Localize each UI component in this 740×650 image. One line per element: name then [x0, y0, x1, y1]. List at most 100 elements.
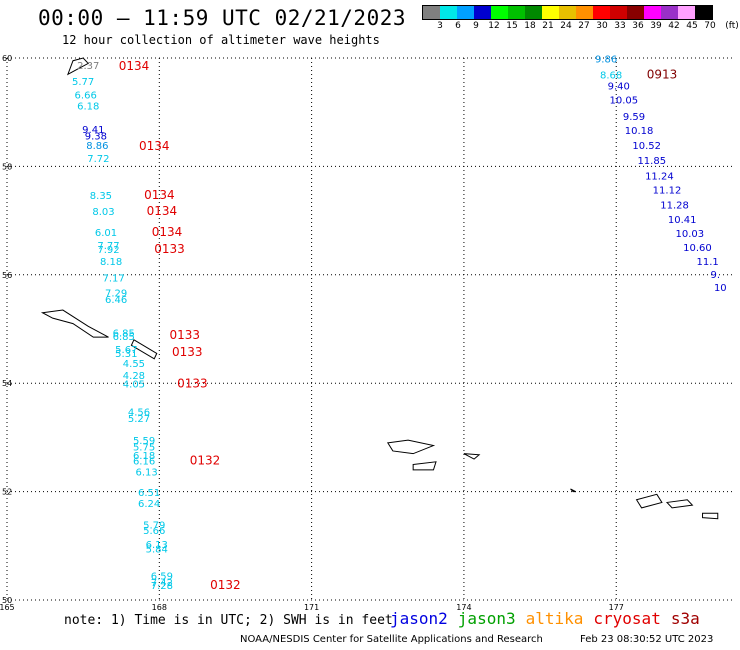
- wave-height-label: 9.59: [623, 112, 645, 123]
- island-outline: [386, 439, 436, 455]
- wave-height-label: 6.85: [113, 332, 135, 343]
- wave-height-label: 8.86: [86, 141, 108, 152]
- legend-label: 36: [632, 21, 644, 31]
- time-label: 0134: [152, 225, 183, 239]
- wave-height-label: 10.18: [625, 126, 654, 137]
- wave-height-label: 5.31: [115, 349, 137, 360]
- legend-label: 27: [578, 21, 590, 31]
- island-outline: [702, 512, 719, 520]
- credit-text: NOAA/NESDIS Center for Satellite Applica…: [240, 634, 543, 645]
- wave-height-label: 7.72: [87, 154, 109, 165]
- island-outline: [130, 339, 158, 360]
- island-outline: [635, 493, 663, 509]
- legend-label: 30: [596, 21, 608, 31]
- wave-height-label: 10.05: [610, 96, 639, 107]
- page-subtitle: 12 hour collection of altimeter wave hei…: [62, 33, 380, 47]
- wave-height-label: 8.68: [600, 71, 622, 82]
- legend-label: 45: [686, 21, 698, 31]
- wave-height-label: 5.59: [133, 436, 155, 447]
- legend-swatch: [610, 6, 627, 19]
- wave-height-label: 8.18: [100, 257, 122, 268]
- satellite-legend: jason2 jason3 altika cryosat s3a: [390, 609, 710, 628]
- wave-height-label: 11.12: [653, 186, 682, 197]
- time-label: 0134: [119, 59, 150, 73]
- legend-label: 21: [542, 21, 554, 31]
- legend-swatch: [695, 6, 712, 19]
- wave-height-label: 6.13: [135, 467, 157, 478]
- wave-height-label: 10.60: [683, 243, 712, 254]
- wave-height-label: 5.77: [72, 77, 94, 88]
- time-label: 0132: [190, 454, 221, 468]
- wave-height-label: 6.51: [138, 488, 160, 499]
- lat-tick-label: 56: [2, 271, 12, 280]
- legend-label: 3: [437, 21, 443, 31]
- legend-unit: (ft): [725, 21, 739, 31]
- wave-height-label: 7.17: [102, 273, 124, 284]
- lat-tick-label: 54: [2, 379, 12, 388]
- legend-label: 70: [704, 21, 716, 31]
- wave-height-label: 2.37: [77, 61, 99, 72]
- legend-swatch: [559, 6, 576, 19]
- wave-height-label: 9.40: [608, 81, 630, 92]
- legend-label: 15: [506, 21, 518, 31]
- satellite-jason2: jason2: [390, 609, 448, 628]
- wave-height-label: 7.92: [97, 245, 119, 256]
- time-label: 0132: [210, 578, 241, 592]
- wave-height-label: 6.24: [138, 499, 160, 510]
- wave-height-label: 9.86: [595, 54, 617, 65]
- wave-height-label: 11.1: [696, 257, 718, 268]
- lon-tick-label: 171: [304, 603, 319, 612]
- satellite-altika: altika: [525, 609, 584, 628]
- lat-tick-label: 60: [2, 54, 12, 63]
- wave-height-label: 10.41: [668, 215, 697, 226]
- time-label: 0133: [169, 328, 200, 342]
- legend-label: 39: [650, 21, 662, 31]
- wave-height-label: 8.03: [92, 207, 114, 218]
- island-outline: [412, 461, 437, 471]
- legend-swatch: [644, 6, 661, 19]
- wave-height-label: 4.28: [123, 371, 145, 382]
- legend-color-bar: [422, 5, 713, 20]
- lon-tick-label: 168: [152, 603, 167, 612]
- timestamp: Feb 23 08:30:52 UTC 2023: [580, 634, 714, 645]
- footer-note: note: 1) Time is in UTC; 2) SWH is in fe…: [64, 613, 393, 628]
- lat-tick-label: 52: [2, 488, 12, 497]
- wave-height-label: 7.28: [151, 581, 173, 592]
- wave-height-label: 6.13: [146, 540, 168, 551]
- wave-height-label: 5.79: [143, 520, 165, 531]
- island-outline: [40, 309, 109, 338]
- wave-height-label: 6.01: [95, 228, 117, 239]
- satellite-jason3: jason3: [457, 609, 516, 628]
- legend-swatch: [678, 6, 695, 19]
- wave-height-label: 7.42: [151, 578, 173, 589]
- time-label: 0134: [144, 188, 175, 202]
- lon-tick-label: 165: [0, 603, 15, 612]
- wave-height-label: 9.41: [82, 125, 104, 136]
- wave-height-label: 5.84: [146, 544, 168, 555]
- legend-swatch: [661, 6, 678, 19]
- legend-swatch: [423, 6, 440, 19]
- island-outline: [570, 488, 576, 493]
- wave-height-label: 10.52: [632, 141, 661, 152]
- legend-swatch: [508, 6, 525, 19]
- legend-label: 33: [614, 21, 626, 31]
- wave-height-label: 6.59: [151, 571, 173, 582]
- time-label: 0913: [647, 68, 678, 82]
- wave-height-label: 6.18: [133, 451, 155, 462]
- wave-height-label: 5.75: [133, 442, 155, 453]
- wave-height-label: 11.85: [637, 156, 666, 167]
- wave-height-label: 5.67: [115, 345, 137, 356]
- lat-tick-label: 58: [2, 162, 12, 171]
- legend-swatch: [440, 6, 457, 19]
- wave-height-label: 9.38: [85, 131, 107, 142]
- color-legend: 3 6 9 12 15 18 21 24 27 30 33 36 39 42 45 70 (ft): [422, 5, 739, 32]
- time-label: 0134: [139, 139, 170, 153]
- wave-height-label: 10: [714, 283, 727, 294]
- legend-labels: 3 6 9 12 15 18 21 24 27 30 33 36 39 42 45 70 (ft): [422, 20, 739, 32]
- legend-label: 9: [473, 21, 479, 31]
- legend-label: 6: [455, 21, 461, 31]
- wave-height-label: 9.: [710, 270, 720, 281]
- wave-height-label: 10.03: [676, 229, 705, 240]
- island-outline: [463, 453, 481, 460]
